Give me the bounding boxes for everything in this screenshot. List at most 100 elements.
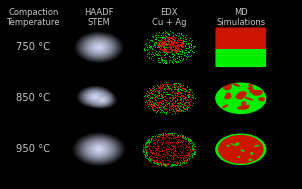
Point	[160, 48, 165, 51]
Point	[146, 151, 151, 154]
Point	[141, 153, 146, 156]
Point	[171, 133, 176, 136]
Circle shape	[90, 42, 108, 53]
Point	[185, 89, 190, 92]
Point	[160, 101, 165, 104]
Point	[157, 156, 162, 159]
Point	[177, 56, 182, 59]
Point	[152, 137, 157, 140]
Point	[175, 138, 180, 141]
Point	[162, 106, 167, 109]
Point	[152, 86, 156, 89]
Point	[188, 104, 193, 107]
Point	[145, 98, 150, 101]
Point	[185, 157, 190, 160]
Point	[153, 138, 158, 141]
Point	[171, 48, 176, 51]
Point	[158, 47, 162, 50]
Ellipse shape	[88, 92, 103, 101]
Point	[160, 136, 165, 139]
Point	[161, 84, 166, 88]
Point	[156, 105, 161, 108]
Point	[163, 91, 168, 94]
Point	[162, 43, 166, 46]
Point	[157, 134, 162, 137]
Point	[165, 50, 170, 53]
Point	[156, 38, 161, 41]
Circle shape	[85, 39, 112, 56]
Point	[169, 163, 174, 166]
Circle shape	[214, 81, 268, 115]
Point	[158, 44, 162, 47]
Point	[174, 164, 179, 167]
Point	[187, 101, 192, 104]
Point	[174, 87, 178, 90]
Point	[176, 110, 181, 113]
Point	[190, 141, 195, 144]
Point	[165, 153, 169, 156]
Point	[163, 108, 168, 111]
Point	[165, 150, 170, 153]
Point	[158, 134, 163, 137]
Point	[150, 102, 155, 105]
Point	[164, 92, 169, 95]
Point	[170, 57, 175, 60]
Point	[185, 93, 190, 96]
Point	[166, 46, 171, 49]
Point	[159, 110, 163, 113]
Point	[169, 164, 174, 167]
Point	[165, 42, 170, 45]
Point	[144, 157, 149, 160]
Point	[185, 50, 190, 53]
Point	[184, 103, 188, 106]
Point	[169, 41, 174, 44]
Point	[190, 148, 195, 151]
Point	[168, 47, 173, 50]
Point	[164, 91, 169, 94]
Point	[171, 144, 176, 147]
Point	[146, 93, 151, 96]
Point	[154, 152, 159, 155]
Point	[143, 97, 148, 100]
Point	[158, 84, 163, 87]
Point	[158, 111, 163, 114]
Point	[165, 151, 169, 154]
Point	[150, 44, 155, 47]
Ellipse shape	[237, 105, 249, 110]
Point	[167, 100, 172, 103]
Circle shape	[97, 148, 101, 151]
Point	[174, 41, 178, 44]
Point	[150, 87, 155, 90]
Point	[178, 109, 183, 112]
Point	[172, 94, 177, 97]
Point	[168, 36, 173, 39]
Point	[178, 146, 183, 149]
Point	[181, 135, 185, 138]
Point	[158, 47, 163, 50]
Point	[157, 162, 162, 165]
Point	[160, 86, 165, 89]
Point	[143, 151, 148, 154]
Point	[147, 157, 152, 160]
Point	[169, 82, 174, 85]
Point	[185, 55, 190, 58]
Point	[173, 46, 178, 49]
Point	[141, 48, 146, 51]
Point	[177, 163, 182, 166]
Point	[157, 99, 162, 102]
Point	[143, 155, 148, 158]
Point	[167, 107, 172, 110]
Point	[173, 94, 178, 97]
Point	[166, 131, 171, 134]
Point	[151, 144, 156, 147]
Point	[161, 91, 166, 94]
Point	[167, 44, 172, 47]
Point	[178, 36, 183, 39]
Point	[185, 152, 190, 155]
Point	[176, 109, 181, 112]
Point	[162, 62, 167, 65]
Point	[162, 158, 167, 161]
Point	[147, 52, 152, 55]
Point	[157, 43, 162, 46]
Point	[175, 91, 179, 94]
